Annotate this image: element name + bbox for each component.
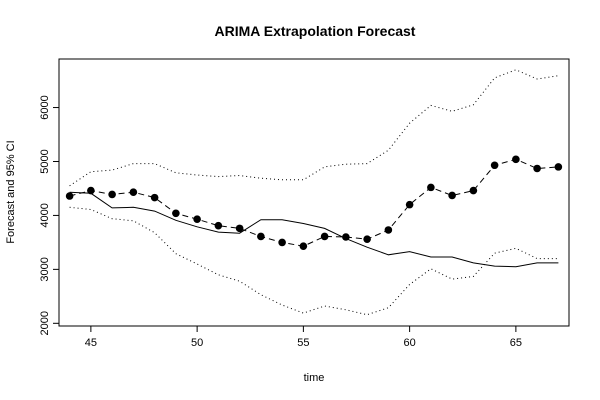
y-tick-label-5000: 5000: [39, 149, 51, 173]
series-layer: [65, 69, 563, 316]
y-tick-label-4000: 4000: [39, 203, 51, 227]
x-tick-label-60: 60: [404, 337, 416, 349]
upper-ci-line: [69, 69, 559, 187]
y-axis: 2000 3000 4000 5000 6000: [39, 95, 59, 336]
forecast-point-58: [363, 235, 371, 243]
forecast-point-56: [320, 232, 329, 241]
forecast-point-45: [87, 186, 95, 195]
x-axis: 45 50 55 60 65: [85, 326, 522, 349]
y-tick-label-3000: 3000: [39, 257, 51, 281]
lower-ci-line: [69, 206, 559, 316]
forecast-point-47: [129, 188, 138, 197]
forecast-point-61: [427, 183, 435, 192]
x-tick-label-65: 65: [510, 337, 522, 349]
forecast-point-60: [405, 200, 414, 209]
forecast-point-63: [469, 186, 478, 195]
forecast-point-57: [342, 233, 350, 241]
forecast-point-66: [533, 164, 541, 173]
forecast-point-54: [278, 238, 286, 247]
forecast-point-62: [448, 191, 456, 200]
x-tick-label-50: 50: [191, 337, 203, 349]
forecast-point-67: [554, 163, 563, 171]
forecast-point-48: [150, 193, 159, 202]
forecast-point-64: [490, 161, 499, 170]
x-axis-label: time: [304, 372, 325, 384]
y-tick-label-2000: 2000: [39, 311, 51, 335]
x-tick-label-55: 55: [297, 337, 309, 349]
forecast-point-59: [384, 226, 393, 234]
forecast-point-53: [257, 232, 265, 241]
x-tick-label-45: 45: [85, 337, 97, 349]
forecast-point-55: [299, 242, 308, 250]
forecast-point-65: [512, 155, 520, 164]
y-tick-label-6000: 6000: [39, 95, 51, 119]
forecast-point-49: [172, 209, 180, 218]
plot-frame: [58, 58, 570, 327]
forecast-point-44: [65, 192, 74, 200]
forecast-line: [69, 158, 559, 247]
y-axis-label: Forecast and 95% CI: [5, 140, 17, 243]
forecast-point-51: [214, 221, 223, 230]
forecast-point-50: [193, 215, 201, 223]
chart-title: ARIMA Extrapolation Forecast: [215, 23, 416, 39]
actual-line: [69, 191, 559, 268]
forecast-point-46: [108, 190, 116, 199]
forecast-point-52: [235, 224, 244, 233]
